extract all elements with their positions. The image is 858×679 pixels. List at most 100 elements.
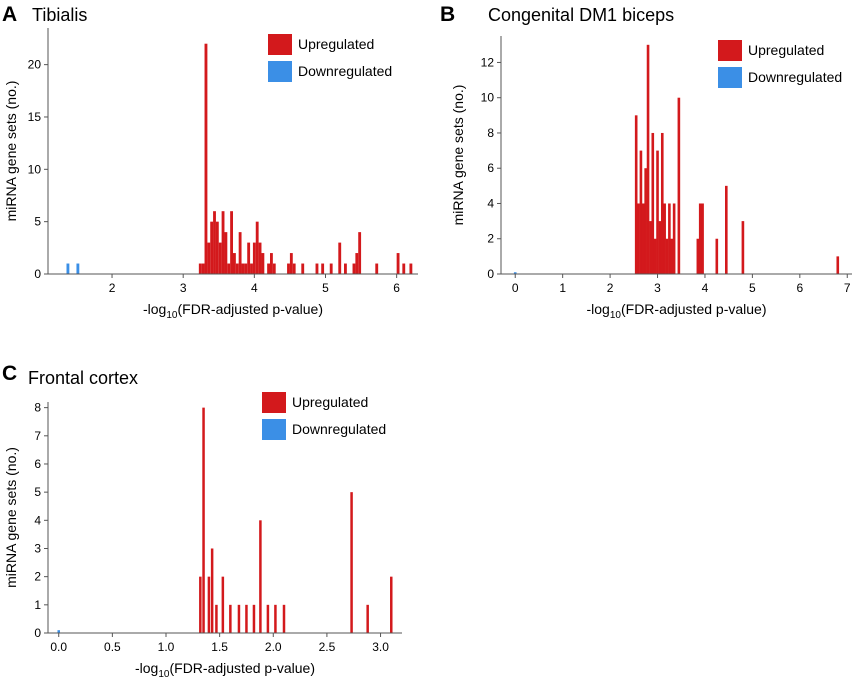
y-axis-title: miRNA gene sets (no.) bbox=[3, 447, 19, 588]
legend-label-downregulated: Downregulated bbox=[298, 63, 392, 79]
bar-downregulated bbox=[513, 272, 517, 274]
bar-upregulated bbox=[274, 604, 277, 633]
legend-swatch-downregulated bbox=[262, 419, 286, 440]
bar-upregulated bbox=[289, 253, 293, 274]
bar-upregulated bbox=[715, 238, 719, 274]
x-tick-label: 7 bbox=[844, 281, 851, 295]
y-tick-label: 2 bbox=[34, 570, 41, 584]
bar-upregulated bbox=[272, 263, 276, 274]
bar-upregulated bbox=[836, 256, 840, 274]
bar-upregulated bbox=[204, 43, 208, 275]
y-tick-label: 6 bbox=[487, 161, 494, 175]
y-tick-label: 15 bbox=[28, 110, 42, 124]
panel-title: Tibialis bbox=[32, 5, 87, 25]
bar-upregulated bbox=[338, 242, 342, 274]
x-tick-label: 1 bbox=[559, 281, 566, 295]
x-tick-label: 3.0 bbox=[372, 640, 389, 654]
bar-upregulated bbox=[651, 132, 655, 274]
panel-label: A bbox=[2, 3, 17, 26]
legend-swatch-upregulated bbox=[268, 34, 292, 55]
bar-upregulated bbox=[282, 604, 286, 633]
bar-upregulated bbox=[637, 203, 640, 274]
bar-upregulated bbox=[725, 185, 728, 274]
bar-upregulated bbox=[221, 211, 225, 274]
plot-area: 0 5 10 15 20 2 3 4 5 6 -log10(FDR-adjusted p-value… bbox=[3, 28, 418, 321]
x-tick-label: 6 bbox=[796, 281, 803, 295]
bar-upregulated bbox=[215, 221, 219, 274]
bar-upregulated bbox=[696, 238, 700, 274]
legend-swatch-upregulated bbox=[262, 392, 286, 413]
y-tick-label: 3 bbox=[34, 541, 41, 555]
bar-upregulated bbox=[653, 238, 657, 274]
y-tick-label: 7 bbox=[34, 429, 41, 443]
bar-upregulated bbox=[210, 221, 214, 274]
legend-label-upregulated: Upregulated bbox=[748, 42, 824, 58]
bar-upregulated bbox=[344, 263, 347, 274]
bar-upregulated bbox=[665, 238, 669, 274]
y-tick-label: 4 bbox=[34, 513, 41, 527]
y-tick-label: 4 bbox=[487, 196, 494, 210]
panel-c: C Frontal cortex 0 1 2 3 4 5 6 7 8 0.0 0.5 1.0 1.5 2.… bbox=[2, 362, 402, 679]
bar-upregulated bbox=[672, 203, 676, 274]
plot-area: 0 1 2 3 4 5 6 7 8 0.0 0.5 1.0 1.5 2.0 2.5 3.0 -log10(FDR… bbox=[3, 392, 402, 679]
bar-upregulated bbox=[663, 203, 666, 274]
bar-upregulated bbox=[259, 520, 262, 633]
bar-upregulated bbox=[649, 221, 652, 274]
bar-upregulated bbox=[247, 242, 251, 274]
x-tick-label: 0 bbox=[512, 281, 519, 295]
bar-downregulated bbox=[57, 630, 60, 633]
bar-upregulated bbox=[350, 492, 353, 633]
y-tick-label: 10 bbox=[481, 91, 495, 105]
legend-label-downregulated: Downregulated bbox=[292, 421, 386, 437]
bar-upregulated bbox=[258, 242, 262, 274]
legend-swatch-downregulated bbox=[268, 61, 292, 82]
bar-upregulated bbox=[741, 221, 745, 274]
y-axis-title: miRNA gene sets (no.) bbox=[450, 85, 466, 226]
x-tick-label: 2.5 bbox=[319, 640, 336, 654]
x-tick-label: 0.0 bbox=[50, 640, 67, 654]
bar-upregulated bbox=[660, 132, 664, 274]
panel-label: B bbox=[440, 3, 455, 26]
panel-title: Frontal cortex bbox=[28, 368, 138, 388]
bar-upregulated bbox=[199, 576, 202, 633]
bar-upregulated bbox=[229, 604, 232, 633]
legend-swatch-downregulated bbox=[718, 67, 742, 88]
x-tick-label: 3 bbox=[180, 281, 187, 295]
bar-upregulated bbox=[250, 263, 253, 274]
bar-upregulated bbox=[227, 263, 231, 274]
bar-upregulated bbox=[641, 203, 645, 274]
x-tick-label: 5 bbox=[322, 281, 329, 295]
bar-upregulated bbox=[366, 604, 369, 633]
x-tick-label: 2 bbox=[607, 281, 614, 295]
x-tick-label: 2 bbox=[109, 281, 116, 295]
x-tick-label: 1.5 bbox=[211, 640, 228, 654]
bar-upregulated bbox=[287, 263, 290, 274]
bar-upregulated bbox=[375, 263, 379, 274]
bar-upregulated bbox=[355, 253, 359, 274]
x-tick-label: 3 bbox=[654, 281, 661, 295]
panel-a: A Tibialis 0 5 10 15 20 2 3 4 5 6 -log10(FDR-adjus… bbox=[2, 3, 418, 321]
bar-upregulated bbox=[639, 150, 643, 274]
bar-upregulated bbox=[658, 221, 662, 274]
bar-upregulated bbox=[245, 604, 248, 633]
bar-upregulated bbox=[233, 253, 236, 274]
y-tick-label: 20 bbox=[28, 58, 42, 72]
bar-upregulated bbox=[390, 576, 393, 633]
bar-upregulated bbox=[396, 253, 400, 274]
y-tick-label: 6 bbox=[34, 457, 41, 471]
x-tick-label: 5 bbox=[749, 281, 756, 295]
bar-upregulated bbox=[213, 211, 216, 274]
y-tick-label: 0 bbox=[34, 267, 41, 281]
bar-upregulated bbox=[668, 203, 671, 274]
bar-upregulated bbox=[201, 263, 205, 274]
bar-upregulated bbox=[202, 407, 205, 633]
bar-upregulated bbox=[329, 263, 333, 274]
y-tick-label: 8 bbox=[34, 401, 41, 415]
bar-upregulated bbox=[358, 232, 362, 274]
y-tick-label: 0 bbox=[34, 626, 41, 640]
bar-upregulated bbox=[701, 203, 704, 274]
bar-upregulated bbox=[266, 604, 270, 633]
bar-upregulated bbox=[221, 576, 225, 633]
